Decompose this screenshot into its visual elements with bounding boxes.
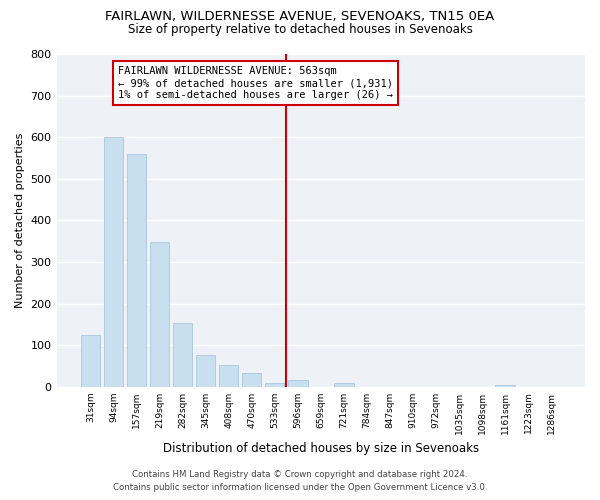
Text: FAIRLAWN WILDERNESSE AVENUE: 563sqm
← 99% of detached houses are smaller (1,931): FAIRLAWN WILDERNESSE AVENUE: 563sqm ← 99… [118, 66, 393, 100]
Bar [334, 382, 353, 386]
Text: FAIRLAWN, WILDERNESSE AVENUE, SEVENOAKS, TN15 0EA: FAIRLAWN, WILDERNESSE AVENUE, SEVENOAKS,… [106, 10, 494, 23]
Bar [196, 356, 215, 386]
Bar [173, 324, 193, 386]
X-axis label: Distribution of detached houses by size in Sevenoaks: Distribution of detached houses by size … [163, 442, 479, 455]
Bar [496, 384, 515, 386]
Bar [149, 242, 169, 386]
Y-axis label: Number of detached properties: Number of detached properties [15, 132, 25, 308]
Text: Size of property relative to detached houses in Sevenoaks: Size of property relative to detached ho… [128, 22, 472, 36]
Bar [127, 154, 146, 386]
Bar [219, 365, 238, 386]
Bar [104, 137, 123, 386]
Bar [242, 373, 262, 386]
Bar [288, 380, 308, 386]
Bar [80, 334, 100, 386]
Text: Contains HM Land Registry data © Crown copyright and database right 2024.
Contai: Contains HM Land Registry data © Crown c… [113, 470, 487, 492]
Bar [265, 382, 284, 386]
